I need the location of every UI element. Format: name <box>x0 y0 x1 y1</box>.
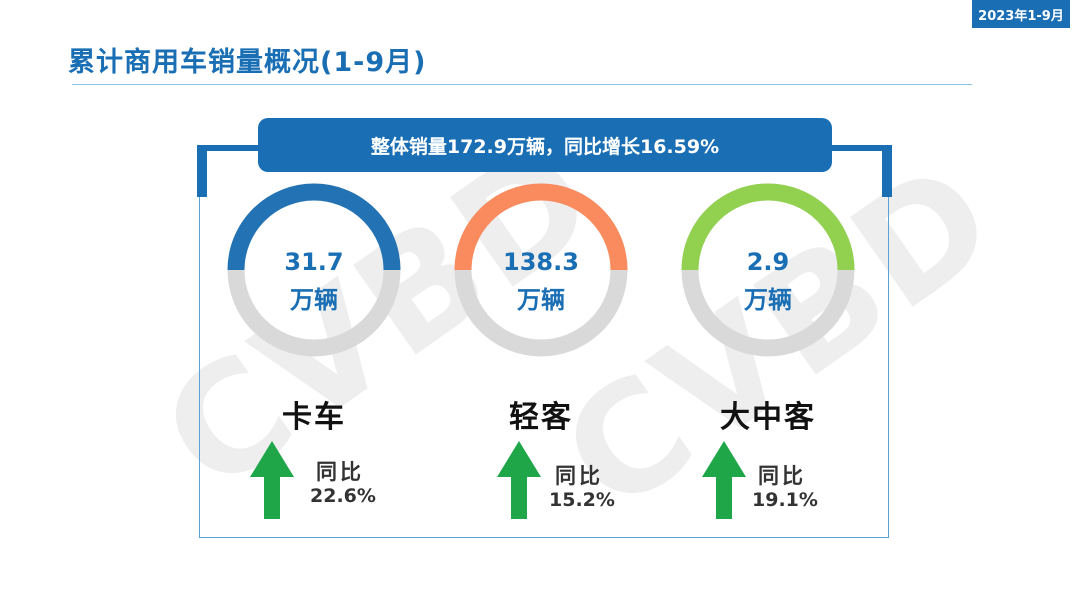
date-badge: 2023年1-9月 <box>972 0 1070 28</box>
sales-unit: 万辆 <box>744 286 792 314</box>
panel-bracket-left <box>197 145 207 197</box>
sales-unit: 万辆 <box>290 286 338 314</box>
summary-banner: 整体销量172.9万辆，同比增长16.59% <box>258 118 832 172</box>
panel-bracket-right <box>882 145 892 197</box>
sales-value: 31.7 <box>284 248 344 276</box>
category-name: 轻客 <box>509 400 573 435</box>
yoy-value: 19.1% <box>752 489 818 511</box>
up-arrow-icon <box>497 441 541 519</box>
title-divider <box>72 84 972 85</box>
ring-arc <box>681 183 855 271</box>
category-name: 卡车 <box>282 400 346 435</box>
yoy-label: 同比 <box>316 460 364 484</box>
ring-gauge <box>681 183 855 357</box>
ring-arc <box>454 183 628 271</box>
category-card: 138.3 万辆 轻客 同比 15.2% <box>451 180 651 530</box>
yoy-value: 15.2% <box>549 489 615 511</box>
ring-gauge <box>227 183 401 357</box>
ring-arc <box>227 183 401 271</box>
sales-value: 138.3 <box>503 248 579 276</box>
sales-value: 2.9 <box>746 248 790 276</box>
ring-gauge <box>454 183 628 357</box>
panel-top-bar <box>197 145 267 151</box>
sales-unit: 万辆 <box>517 286 565 314</box>
yoy-label: 同比 <box>758 464 806 488</box>
category-card: 2.9 万辆 大中客 同比 19.1% <box>678 180 878 530</box>
category-card: 31.7 万辆 卡车 同比 22.6% <box>224 180 424 530</box>
category-name: 大中客 <box>720 400 816 435</box>
yoy-value: 22.6% <box>310 485 376 507</box>
up-arrow-icon <box>250 441 294 519</box>
up-arrow-icon <box>702 441 746 519</box>
yoy-label: 同比 <box>555 464 603 488</box>
page-title: 累计商用车销量概况(1-9月) <box>68 47 427 78</box>
panel-top-bar <box>822 145 892 151</box>
